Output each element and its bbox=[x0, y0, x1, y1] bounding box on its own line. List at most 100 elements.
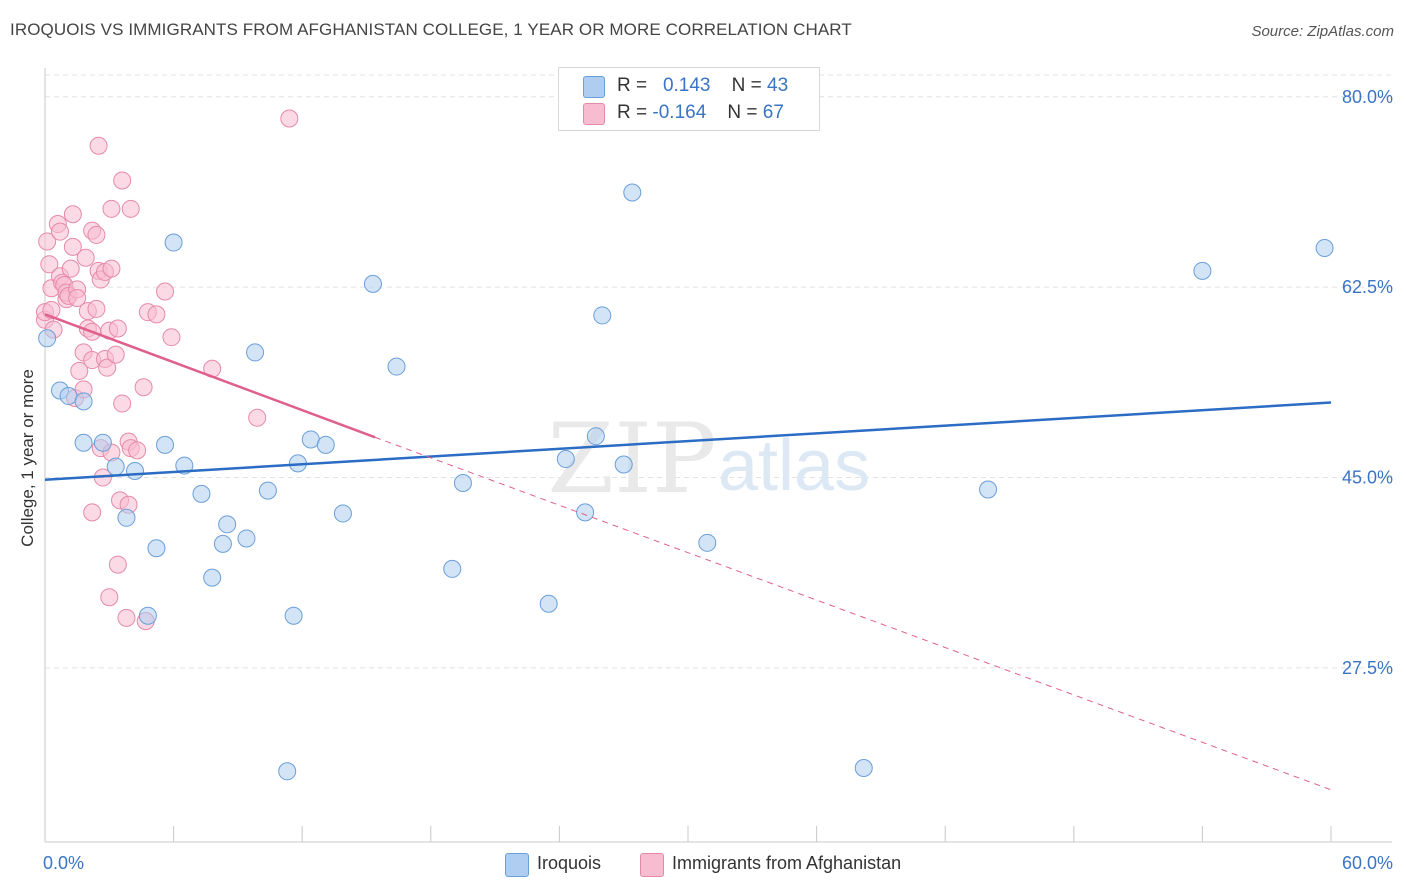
data-point-iroquois bbox=[74, 392, 93, 411]
data-point-iroquois bbox=[1193, 261, 1212, 280]
data-point-afghanistan bbox=[89, 136, 108, 155]
data-point-iroquois bbox=[387, 357, 406, 376]
data-point-iroquois bbox=[38, 329, 57, 348]
data-point-iroquois bbox=[333, 504, 352, 523]
data-point-afghanistan bbox=[63, 205, 82, 224]
data-point-afghanistan bbox=[68, 289, 87, 308]
x-tick-label-max: 60.0% bbox=[1342, 853, 1393, 873]
legend-swatch-pink bbox=[583, 103, 605, 125]
data-point-afghanistan bbox=[147, 305, 166, 324]
data-point-afghanistan bbox=[87, 225, 106, 244]
data-point-iroquois bbox=[218, 515, 237, 534]
trend-line-afghanistan bbox=[44, 313, 376, 439]
data-point-afghanistan bbox=[280, 109, 299, 128]
data-point-iroquois bbox=[1315, 238, 1334, 257]
legend-label-iroquois: Iroquois bbox=[537, 853, 602, 873]
data-point-afghanistan bbox=[38, 232, 57, 251]
data-point-iroquois bbox=[74, 433, 93, 452]
data-point-afghanistan bbox=[113, 394, 132, 413]
data-point-afghanistan bbox=[63, 237, 82, 256]
trend-lines bbox=[44, 313, 1332, 791]
x-tick-label-min: 0.0% bbox=[43, 853, 84, 873]
legend-swatch-afghanistan bbox=[640, 853, 664, 877]
data-point-iroquois bbox=[126, 462, 145, 481]
data-point-iroquois bbox=[593, 306, 612, 325]
legend-swatch-iroquois bbox=[505, 853, 529, 877]
data-point-afghanistan bbox=[87, 299, 106, 318]
data-point-afghanistan bbox=[156, 282, 175, 301]
data-point-iroquois bbox=[576, 503, 595, 522]
data-point-afghanistan bbox=[108, 319, 127, 338]
data-point-iroquois bbox=[258, 481, 277, 500]
data-point-iroquois bbox=[213, 534, 232, 553]
gridlines bbox=[45, 74, 1392, 669]
data-point-iroquois bbox=[237, 529, 256, 548]
data-point-iroquois bbox=[117, 508, 136, 527]
tick-labels: 27.5% 45.0% 62.5% 80.0% 0.0% 60.0% bbox=[43, 87, 1393, 873]
data-point-afghanistan bbox=[117, 608, 136, 627]
legend-stats-afghanistan: R = -0.164 N = 67 bbox=[617, 102, 784, 123]
data-point-iroquois bbox=[59, 386, 78, 405]
data-point-iroquois bbox=[556, 450, 575, 469]
data-point-iroquois bbox=[138, 606, 157, 625]
watermark: ZIP atlas bbox=[547, 403, 870, 515]
series-iroquois-points bbox=[38, 183, 1334, 781]
data-point-afghanistan bbox=[113, 171, 132, 190]
data-point-afghanistan bbox=[248, 408, 267, 427]
y-tick-label: 27.5% bbox=[1342, 658, 1393, 678]
data-point-iroquois bbox=[443, 559, 462, 578]
axes bbox=[44, 68, 1392, 843]
data-point-iroquois bbox=[164, 233, 183, 252]
data-point-afghanistan bbox=[108, 555, 127, 574]
data-point-iroquois bbox=[147, 539, 166, 558]
data-point-iroquois bbox=[979, 480, 998, 499]
data-point-afghanistan bbox=[70, 361, 89, 380]
data-point-iroquois bbox=[614, 455, 633, 474]
watermark-atlas: atlas bbox=[718, 426, 870, 506]
y-tick-label: 80.0% bbox=[1342, 87, 1393, 107]
data-point-iroquois bbox=[854, 759, 873, 778]
data-point-iroquois bbox=[363, 274, 382, 293]
data-point-iroquois bbox=[698, 533, 717, 552]
data-point-iroquois bbox=[623, 183, 642, 202]
data-point-afghanistan bbox=[98, 358, 117, 377]
y-tick-label: 62.5% bbox=[1342, 277, 1393, 297]
data-point-afghanistan bbox=[102, 199, 121, 218]
data-point-afghanistan bbox=[76, 248, 95, 267]
data-point-iroquois bbox=[301, 430, 320, 449]
data-point-afghanistan bbox=[51, 222, 70, 241]
data-point-afghanistan bbox=[162, 328, 181, 347]
source-label: Source: ZipAtlas.com bbox=[1251, 23, 1394, 40]
data-point-iroquois bbox=[284, 606, 303, 625]
data-point-iroquois bbox=[453, 473, 472, 492]
data-point-afghanistan bbox=[83, 503, 102, 522]
trend-line-afghanistan-extension bbox=[374, 436, 1332, 791]
data-point-iroquois bbox=[93, 433, 112, 452]
data-point-afghanistan bbox=[106, 345, 125, 364]
series-afghanistan-points bbox=[36, 109, 299, 631]
data-point-afghanistan bbox=[128, 441, 147, 460]
data-point-iroquois bbox=[246, 343, 265, 362]
data-point-iroquois bbox=[156, 435, 175, 454]
data-point-afghanistan bbox=[102, 259, 121, 278]
legend-stats-iroquois: R = 0.143 N = 43 bbox=[617, 75, 789, 96]
data-point-afghanistan bbox=[121, 199, 140, 218]
y-tick-label: 45.0% bbox=[1342, 468, 1393, 488]
chart-title: IROQUOIS VS IMMIGRANTS FROM AFGHANISTAN … bbox=[10, 20, 852, 39]
data-point-afghanistan bbox=[61, 259, 80, 278]
legend-swatch-blue bbox=[583, 76, 605, 98]
watermark-zip: ZIP bbox=[547, 403, 716, 515]
data-point-iroquois bbox=[106, 457, 125, 476]
data-point-iroquois bbox=[175, 456, 194, 475]
data-point-iroquois bbox=[278, 762, 297, 781]
data-point-iroquois bbox=[203, 568, 222, 587]
legend-label-afghanistan: Immigrants from Afghanistan bbox=[672, 853, 902, 873]
data-point-iroquois bbox=[539, 594, 558, 613]
data-point-iroquois bbox=[316, 435, 335, 454]
data-point-afghanistan bbox=[100, 588, 119, 607]
data-point-afghanistan bbox=[40, 255, 59, 274]
data-point-afghanistan bbox=[134, 378, 153, 397]
trend-line-iroquois bbox=[44, 401, 1332, 481]
data-point-iroquois bbox=[586, 427, 605, 446]
